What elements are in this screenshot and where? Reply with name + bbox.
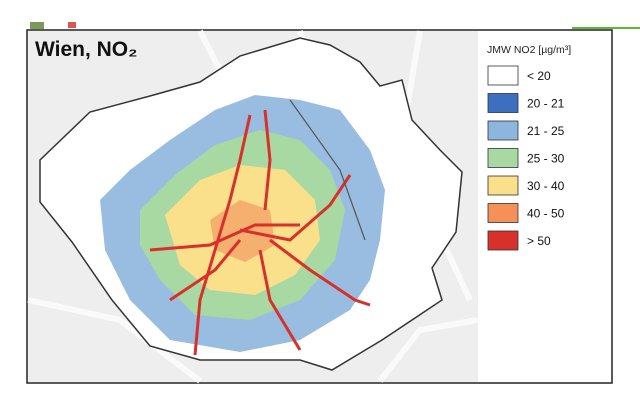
road: [193, 114, 252, 356]
map: [27, 29, 479, 384]
roads: [149, 109, 371, 356]
icon: [30, 22, 44, 29]
legend-swatch: [487, 175, 519, 196]
road: [169, 239, 242, 302]
legend-label: > 50: [527, 234, 551, 248]
road: [149, 223, 300, 252]
legend-swatch: [487, 148, 519, 168]
legend-swatch: [487, 120, 519, 141]
road: [239, 174, 352, 242]
legend-label: 30 - 40: [527, 179, 565, 193]
river: [289, 99, 366, 241]
legend: < 20 20 - 21 21 - 25 25 - 30 30 - 40 40 - 50 >…: [487, 65, 565, 251]
legend-label: < 20: [527, 69, 551, 83]
legend-swatch: [487, 65, 519, 86]
legend-swatch: [487, 93, 519, 113]
road: [263, 109, 272, 211]
road: [269, 238, 371, 307]
map-title: Wien, NO₂: [35, 38, 137, 61]
legend-title: JMW NO2 [µg/m³]: [487, 44, 571, 56]
legend-label: 21 - 25: [527, 124, 565, 138]
icon: [68, 22, 76, 28]
legend-label: 20 - 21: [527, 97, 565, 111]
legend-swatch: [487, 203, 519, 223]
road: [258, 249, 302, 351]
legend-swatch: [487, 230, 519, 251]
legend-label: 25 - 30: [527, 152, 565, 166]
legend-label: 40 - 50: [527, 207, 565, 221]
